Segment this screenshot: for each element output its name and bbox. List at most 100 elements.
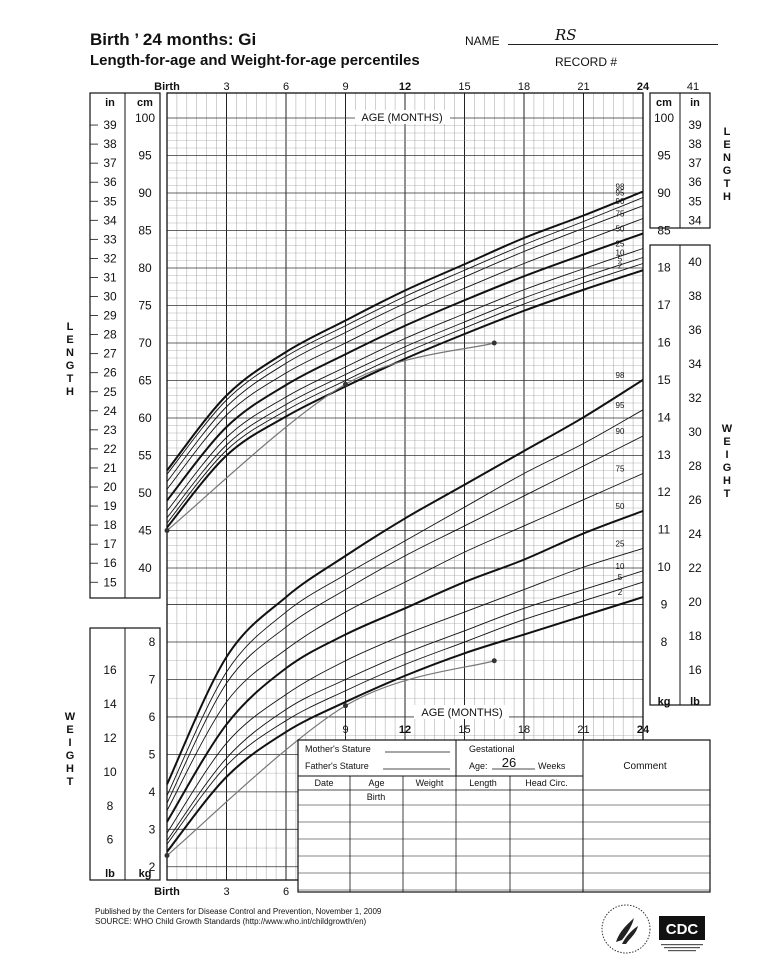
length-patient-point	[164, 528, 170, 533]
length-side-label-right: L	[724, 126, 731, 138]
length-side-label-left: T	[67, 373, 74, 385]
lb-tick-right: 38	[688, 289, 702, 303]
lb-tick-right: 36	[688, 323, 702, 337]
in-tick-right: 38	[688, 137, 702, 151]
cm-tick-left: 55	[138, 449, 152, 463]
record-label: RECORD #	[555, 55, 618, 69]
hhs-seal-icon	[601, 904, 651, 954]
lb-tick-left: 8	[107, 799, 114, 813]
x-tick-label-top: 24	[637, 81, 650, 93]
weeks-label: Weeks	[538, 761, 566, 771]
length-side-label-right: H	[723, 191, 731, 203]
weight-percentile-label-2: 2	[618, 588, 623, 597]
weight-side-label-right: I	[725, 449, 728, 461]
chart-title-line2: Length-for-age and Weight-for-age percen…	[90, 52, 420, 69]
kg-tick-right: 12	[657, 485, 671, 499]
cm-tick-left: 60	[138, 411, 152, 425]
mothers-stature-label: Mother's Stature	[305, 744, 371, 754]
length-percentile-label-90: 90	[616, 197, 625, 206]
kg-tick-right: 11	[658, 523, 671, 537]
in-tick-left: 31	[103, 270, 117, 284]
unit-lb-left: lb	[105, 868, 115, 880]
in-tick-left: 30	[103, 290, 117, 304]
cm-tick-left: 80	[138, 261, 152, 275]
in-tick-left: 23	[103, 423, 117, 437]
weight-x-axis-title: AGE (MONTHS)	[421, 707, 502, 719]
age-label-bg-2	[414, 705, 509, 719]
lb-tick-right: 28	[688, 459, 702, 473]
x-tick-label-middle: 21	[577, 724, 589, 736]
table-column-header: Age	[368, 778, 384, 788]
age-label-bg	[355, 110, 450, 124]
weight-percentile-10	[166, 570, 644, 841]
source-note: SOURCE: WHO Child Growth Standards (http…	[95, 917, 367, 926]
gestational-label: Gestational	[469, 744, 515, 754]
weight-percentile-98	[166, 378, 644, 785]
in-tick-left: 39	[103, 118, 117, 132]
lb-tick-left: 12	[103, 731, 117, 745]
lb-tick-right: 30	[688, 425, 702, 439]
in-tick-left: 33	[103, 232, 117, 246]
x-tick-label-top: 3	[223, 81, 229, 93]
weight-percentile-label-95: 95	[616, 401, 625, 410]
weight-side-label-right: G	[723, 462, 732, 474]
kg-tick-right: 14	[657, 410, 671, 424]
in-tick-left: 18	[103, 518, 117, 532]
length-percentile-2	[166, 269, 644, 529]
length-patient-point	[343, 381, 348, 387]
x-tick-label-middle: 9	[342, 724, 348, 736]
lb-tick-right: 18	[688, 629, 702, 643]
kg-tick-left: 7	[149, 672, 156, 686]
table-column-header: Date	[314, 778, 333, 788]
length-side-label-right: T	[724, 178, 731, 190]
chart-title-line1: Birth ’ 24 months: Gi	[90, 30, 257, 49]
unit-cm-left: cm	[137, 97, 153, 109]
length-percentile-90	[166, 205, 644, 483]
in-tick-left: 28	[103, 328, 117, 342]
weight-patient-point	[491, 658, 497, 664]
cm-tick-left: 90	[138, 186, 152, 200]
weight-side-label-left: T	[67, 776, 74, 788]
lb-tick-left: 16	[103, 663, 117, 677]
length-percentile-10	[166, 257, 644, 519]
in-tick-left: 29	[103, 309, 117, 323]
cm-tick-right: 85	[657, 224, 671, 238]
kg-tick-left: 8	[149, 635, 156, 649]
kg-tick-right: 16	[657, 335, 671, 349]
in-tick-right: 39	[688, 118, 702, 132]
measurement-table: Mother's Stature Father's Stature Gestatio…	[297, 739, 711, 893]
weight-percentile-label-75: 75	[616, 464, 625, 473]
weight-side-label-left: I	[68, 737, 71, 749]
lb-tick-right: 34	[688, 357, 702, 371]
in-tick-left: 25	[103, 385, 117, 399]
length-percentile-label-25: 25	[616, 240, 625, 249]
weight-side-label-right: T	[724, 488, 731, 500]
length-side-label-left: G	[66, 360, 75, 372]
in-tick-left: 35	[103, 194, 117, 208]
cdc-logo: CDC	[658, 915, 708, 953]
weight-percentile-label-10: 10	[616, 562, 625, 571]
name-value[interactable]: RS	[555, 26, 577, 44]
comment-header: Comment	[623, 761, 667, 772]
x-tick-label-top: 15	[458, 81, 470, 93]
weight-percentile-50	[166, 509, 644, 823]
length-percentile-25	[166, 248, 644, 512]
weight-side-label-left: G	[66, 750, 75, 762]
lb-tick-right: 26	[688, 493, 702, 507]
length-percentile-label-10: 10	[616, 249, 625, 258]
length-percentile-95	[166, 197, 644, 475]
lb-tick-left: 10	[103, 765, 117, 779]
x-tick-label-top: Birth	[154, 81, 180, 93]
gestational-age-value: 26	[502, 755, 516, 770]
weight-side-label-right: H	[723, 475, 731, 487]
name-underline	[508, 44, 718, 45]
x-tick-label-bottom: 3	[223, 886, 229, 898]
length-percentile-label-2: 2	[618, 261, 623, 270]
unit-in-left: in	[105, 97, 115, 109]
in-tick-left: 21	[103, 461, 117, 475]
cm-tick-left: 50	[138, 486, 152, 500]
lb-tick-right: 24	[688, 527, 702, 541]
in-tick-left: 22	[103, 442, 117, 456]
length-percentile-98	[166, 190, 644, 472]
in-tick-left: 36	[103, 175, 117, 189]
